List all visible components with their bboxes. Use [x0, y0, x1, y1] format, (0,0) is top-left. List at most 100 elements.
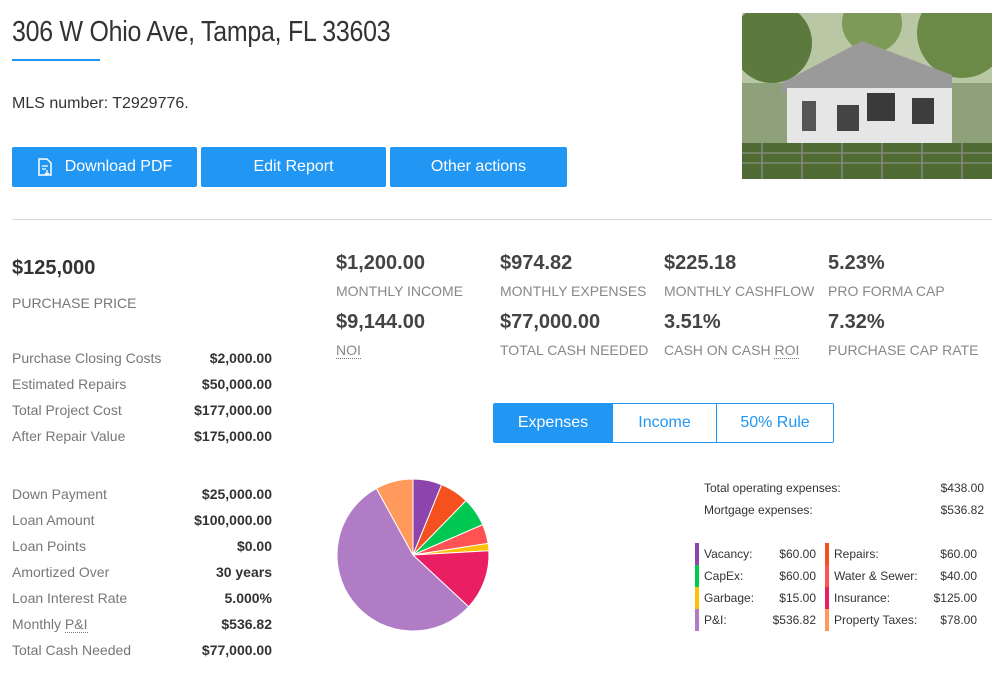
metric-value: 3.51% — [664, 311, 721, 333]
cost-label: Purchase Closing Costs — [12, 350, 162, 366]
other-actions-button[interactable]: Other actions — [390, 147, 567, 187]
metric-label: MONTHLY INCOME — [336, 283, 464, 299]
metric-label: PRO FORMA CAP — [828, 283, 945, 299]
pie-legend-left: Vacancy: $60.00 CapEx: $60.00 Garbage: $15.… — [695, 543, 816, 631]
legend-label: P&I: — [704, 613, 727, 627]
metric-total-cash-needed: $77,000.00 TOTAL CASH NEEDED — [500, 311, 660, 358]
legend-item-vacancy: Vacancy: $60.00 — [695, 543, 816, 565]
metric-value: $974.82 — [500, 252, 573, 274]
legend-item-insurance: Insurance: $125.00 — [825, 587, 977, 609]
financing-value: 30 years — [215, 564, 272, 580]
legend-item-property-taxes: Property Taxes: $78.00 — [825, 609, 977, 631]
legend-value: $40.00 — [940, 569, 977, 583]
legend-value: $15.00 — [779, 591, 816, 605]
edit-report-button[interactable]: Edit Report — [201, 147, 386, 187]
metric-value: 7.32% — [828, 311, 885, 333]
mls-number: MLS number: T2929776. — [12, 95, 189, 112]
download-pdf-button[interactable]: Download PDF — [12, 147, 197, 187]
pi-abbreviation[interactable]: P&I — [64, 616, 88, 633]
metric-monthly-cashflow: $225.18 MONTHLY CASHFLOW — [664, 252, 824, 299]
financing-row: Down Payment $25,000.00 — [12, 481, 272, 507]
financing-label: Monthly P&I — [12, 611, 88, 637]
house-photo-illustration — [742, 13, 992, 179]
total-value: $536.82 — [940, 503, 984, 517]
legend-swatch — [695, 587, 699, 609]
legend-value: $60.00 — [779, 569, 816, 583]
metric-value: $77,000.00 — [500, 311, 601, 333]
cost-label: Total Project Cost — [12, 402, 122, 418]
pie-slice-insurance[interactable] — [411, 550, 490, 608]
financing-row: Total Cash Needed $77,000.00 — [12, 637, 272, 663]
cost-row: Total Project Cost $177,000.00 — [12, 397, 272, 423]
legend-item-capex: CapEx: $60.00 — [695, 565, 816, 587]
total-label: Mortgage expenses: — [704, 503, 813, 517]
legend-swatch — [695, 565, 699, 587]
total-value: $438.00 — [940, 481, 984, 495]
title-underline — [12, 59, 100, 61]
total-row: Mortgage expenses: $536.82 — [704, 501, 984, 523]
metric-label: MONTHLY EXPENSES — [500, 283, 647, 299]
roi-abbreviation[interactable]: ROI — [774, 342, 800, 359]
metric-label: MONTHLY CASHFLOW — [664, 283, 815, 299]
financing-value: $25,000.00 — [201, 486, 272, 502]
pie-legend-right: Repairs: $60.00 Water & Sewer: $40.00 Insu… — [825, 543, 977, 631]
tab-income[interactable]: Income — [613, 404, 717, 442]
financing-row: Loan Amount $100,000.00 — [12, 507, 272, 533]
financing-row: Amortized Over 30 years — [12, 559, 272, 585]
download-pdf-label: Download PDF — [64, 158, 173, 175]
noi-abbreviation[interactable]: NOI — [336, 342, 361, 359]
financing-label: Total Cash Needed — [12, 642, 132, 658]
financing-value: $0.00 — [236, 538, 272, 554]
property-photo[interactable] — [742, 13, 992, 179]
total-row: Total operating expenses: $438.00 — [704, 479, 984, 501]
legend-swatch — [825, 543, 829, 565]
cost-row: Purchase Closing Costs $2,000.00 — [12, 345, 272, 371]
financing-label-prefix: Monthly — [12, 616, 65, 632]
metric-label: NOI — [336, 342, 496, 359]
financing-value: 5.000% — [224, 590, 272, 606]
pie-slice-property-taxes[interactable] — [375, 478, 414, 556]
purchase-price-value: $125,000 — [12, 257, 96, 279]
legend-value: $78.00 — [940, 613, 977, 627]
tab-50-percent-rule[interactable]: 50% Rule — [717, 404, 833, 442]
legend-value: $536.82 — [772, 613, 816, 627]
legend-label: Garbage: — [704, 591, 755, 605]
financing-value: $100,000.00 — [194, 512, 272, 528]
legend-label: CapEx: — [704, 569, 744, 583]
financing-breakdown: Down Payment $25,000.00 Loan Amount $100,0… — [12, 481, 272, 663]
legend-swatch — [825, 587, 829, 609]
financing-label: Amortized Over — [12, 564, 110, 580]
financing-label: Down Payment — [12, 486, 107, 502]
legend-swatch — [825, 565, 829, 587]
metric-monthly-income: $1,200.00 MONTHLY INCOME — [336, 252, 496, 299]
legend-swatch — [825, 609, 829, 631]
edit-report-label: Edit Report — [253, 158, 334, 175]
financing-row: Monthly P&I $536.82 — [12, 611, 272, 637]
metric-label: CASH ON CASH ROI — [664, 342, 824, 359]
metric-monthly-expenses: $974.82 MONTHLY EXPENSES — [500, 252, 660, 299]
expense-totals: Total operating expenses: $438.00 Mortgag… — [704, 479, 984, 523]
cost-breakdown: Purchase Closing Costs $2,000.00 Estimate… — [12, 345, 272, 449]
tab-expenses[interactable]: Expenses — [494, 404, 613, 442]
pdf-download-icon — [37, 158, 52, 176]
metric-pro-forma-cap: 5.23% PRO FORMA CAP — [828, 252, 988, 299]
legend-value: $60.00 — [779, 547, 816, 561]
chart-tabs: Expenses Income 50% Rule — [493, 403, 834, 443]
expenses-pie-chart[interactable] — [335, 477, 491, 633]
legend-label: Insurance: — [834, 591, 891, 605]
legend-item-repairs: Repairs: $60.00 — [825, 543, 977, 565]
cost-value: $177,000.00 — [194, 402, 272, 418]
metric-label: PURCHASE CAP RATE — [828, 342, 979, 358]
metric-value: $9,144.00 — [336, 311, 425, 333]
metric-label-prefix: CASH ON CASH — [664, 342, 775, 358]
section-divider — [12, 219, 992, 220]
cost-value: $2,000.00 — [209, 350, 272, 366]
metric-purchase-cap-rate: 7.32% PURCHASE CAP RATE — [828, 311, 988, 358]
legend-label: Water & Sewer: — [834, 569, 918, 583]
metric-noi: $9,144.00 NOI — [336, 311, 496, 359]
legend-label: Property Taxes: — [834, 613, 918, 627]
pie-slice-p-i[interactable] — [336, 487, 470, 632]
metric-value: $1,200.00 — [336, 252, 425, 274]
financing-value: $77,000.00 — [201, 642, 272, 658]
financing-row: Loan Points $0.00 — [12, 533, 272, 559]
